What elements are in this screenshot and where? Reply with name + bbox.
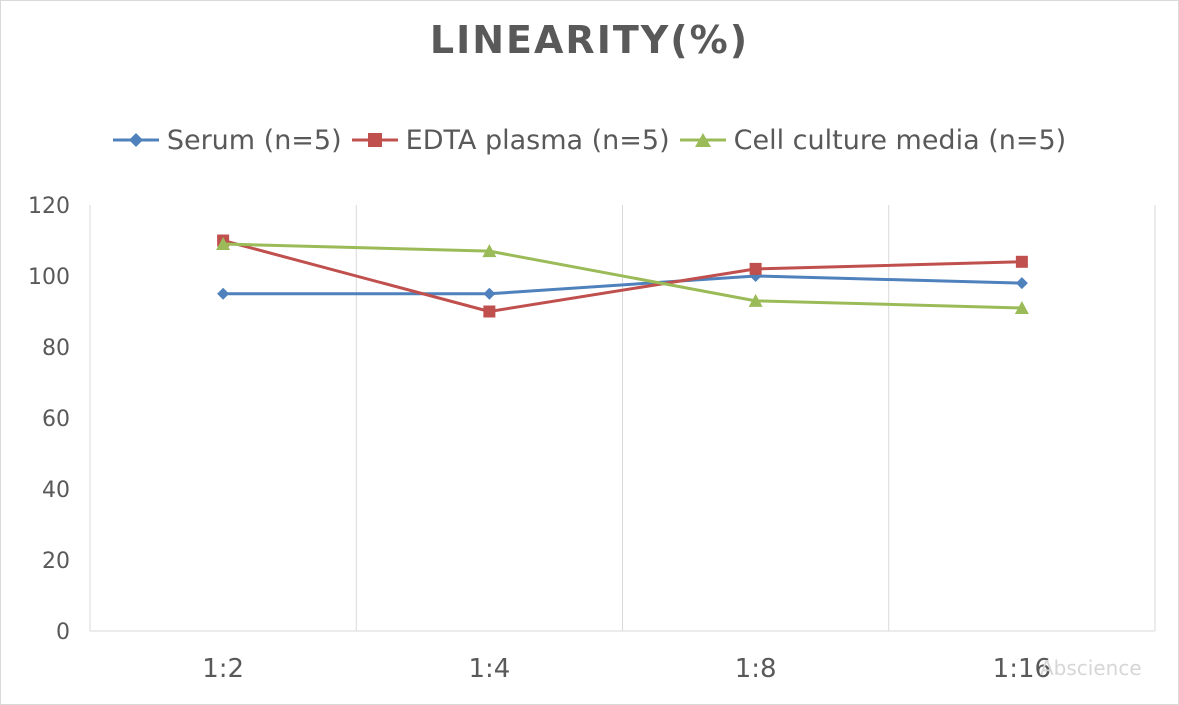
legend: Serum (n=5) EDTA plasma (n=5) Cell cultu…: [0, 120, 1179, 160]
data-point-cell-culture-media-n-5: [1014, 300, 1029, 314]
series-line-cell-culture-media-n-5: [223, 242, 1022, 310]
y-tick-label: 100: [28, 265, 70, 290]
legend-swatch-edta-plasma: [351, 133, 398, 147]
legend-item-cell-culture-media: Cell culture media (n=5): [679, 124, 1067, 156]
legend-label-edta-plasma: EDTA plasma (n=5): [405, 124, 670, 156]
series-line-serum-n-5: [223, 274, 1022, 296]
y-tick-label: 20: [42, 549, 70, 574]
data-point-serum-n-5: [1015, 277, 1028, 290]
data-point-edta-plasma-n-5: [749, 262, 762, 275]
y-tick-label: 80: [42, 336, 70, 361]
legend-swatch-serum: [112, 133, 159, 147]
x-tick-label: 1:16: [993, 654, 1051, 684]
x-tick-label: 1:8: [735, 654, 777, 684]
y-tick-label: 0: [56, 620, 70, 645]
data-point-edta-plasma-n-5: [1015, 255, 1028, 268]
data-point-edta-plasma-n-5: [483, 305, 496, 318]
data-point-serum-n-5: [483, 287, 496, 300]
data-point-serum-n-5: [217, 287, 230, 300]
x-tick-label: 1:2: [202, 654, 244, 684]
legend-label-serum: Serum (n=5): [166, 124, 342, 156]
y-tick-label: 60: [42, 407, 70, 432]
legend-label-cell-culture-media: Cell culture media (n=5): [733, 124, 1067, 156]
data-point-cell-culture-media-n-5: [216, 237, 231, 251]
series-line-edta-plasma-n-5: [222, 239, 1022, 313]
x-tick-label: 1:4: [468, 654, 510, 684]
legend-item-serum: Serum (n=5): [112, 124, 342, 156]
y-tick-label: 40: [42, 478, 70, 503]
legend-item-edta-plasma: EDTA plasma (n=5): [351, 124, 670, 156]
chart-title: LINEARITY(%): [429, 18, 750, 62]
y-tick-label: 120: [28, 194, 70, 219]
legend-swatch-cell-culture-media: [679, 133, 726, 147]
data-point-cell-culture-media-n-5: [482, 244, 497, 258]
data-point-cell-culture-media-n-5: [748, 293, 763, 307]
watermark: Abscience: [1040, 656, 1142, 680]
